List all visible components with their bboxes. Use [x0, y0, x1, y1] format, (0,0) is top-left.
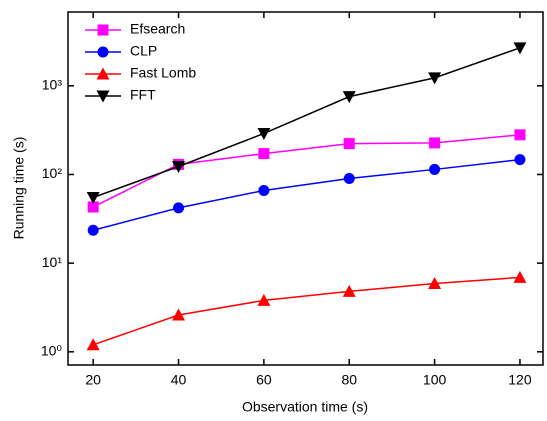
marker — [257, 127, 271, 140]
marker — [514, 129, 526, 141]
marker — [429, 137, 441, 149]
plot-frame — [67, 11, 544, 366]
marker — [429, 163, 441, 175]
marker — [342, 91, 356, 104]
series-line — [92, 276, 521, 346]
marker — [172, 161, 186, 174]
x-axis-label: Observation time (s) — [242, 399, 368, 415]
legend-label: CLP — [130, 43, 157, 59]
marker — [96, 67, 110, 80]
x-tick-label: 120 — [508, 372, 532, 388]
y-tick-label: 10³ — [42, 77, 63, 93]
marker — [343, 173, 355, 185]
y-tick-label: 10¹ — [42, 254, 63, 270]
x-tick-label: 20 — [85, 372, 101, 388]
marker — [87, 201, 99, 213]
series-line — [92, 158, 521, 231]
marker — [96, 90, 110, 103]
marker — [428, 72, 442, 85]
marker — [257, 293, 271, 306]
x-tick-label: 60 — [256, 372, 272, 388]
legend-label: Efsearch — [130, 21, 185, 37]
marker — [173, 202, 185, 214]
marker — [513, 42, 527, 55]
marker — [428, 276, 442, 289]
series-line — [92, 134, 521, 208]
marker — [97, 46, 109, 58]
marker — [258, 148, 270, 160]
marker — [87, 224, 99, 236]
marker — [514, 154, 526, 166]
marker — [342, 284, 356, 297]
y-tick-label: 10⁰ — [41, 343, 63, 359]
series-line — [92, 47, 521, 199]
marker — [513, 270, 527, 283]
legend-label: Fast Lomb — [130, 65, 196, 81]
marker — [258, 184, 270, 196]
legend-label: FFT — [130, 87, 156, 103]
x-tick-label: 40 — [171, 372, 187, 388]
marker — [86, 192, 100, 205]
marker — [86, 338, 100, 351]
marker — [97, 24, 109, 36]
marker — [343, 138, 355, 150]
x-tick-label: 100 — [423, 372, 447, 388]
y-axis-label: Running time (s) — [11, 137, 27, 240]
y-tick-label: 10² — [42, 165, 63, 181]
x-tick-label: 80 — [341, 372, 357, 388]
marker — [172, 308, 186, 321]
